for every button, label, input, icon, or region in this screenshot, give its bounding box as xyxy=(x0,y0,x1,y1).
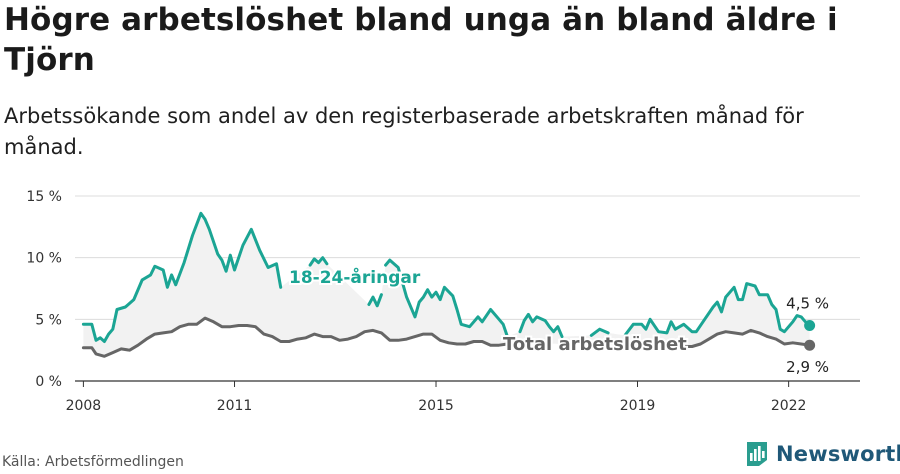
series-line-youth xyxy=(367,293,383,308)
series-label-total: Total arbetslöshet xyxy=(503,334,687,355)
series-line-youth xyxy=(589,327,610,337)
series-end-dot-total xyxy=(804,339,816,351)
x-tick-label: 2011 xyxy=(217,398,253,414)
series-line-youth xyxy=(308,256,329,267)
series-line-youth xyxy=(518,312,564,339)
source-note: Källa: Arbetsförmedlingen xyxy=(2,454,184,470)
y-tick-label: 0 % xyxy=(35,374,62,390)
chart-title: Högre arbetslöshet bland unga än bland ä… xyxy=(4,2,838,78)
y-tick-label: 15 % xyxy=(26,189,62,205)
x-tick-label: 2008 xyxy=(66,398,102,414)
series-line-youth xyxy=(81,211,283,343)
series-label-youth: 18-24-åringar xyxy=(289,266,421,288)
end-value-label-total: 2,9 % xyxy=(786,358,829,376)
series-line-youth xyxy=(623,282,812,337)
x-tick-label: 2015 xyxy=(418,398,454,414)
x-tick-label: 2019 xyxy=(620,398,656,414)
series-line-total xyxy=(81,316,518,358)
brand-name: Newsworthy xyxy=(776,442,900,466)
chart-subtitle: Arbetssökande som andel av den registerb… xyxy=(4,104,804,159)
y-tick-label: 5 % xyxy=(35,312,62,328)
series-end-dot-youth xyxy=(804,320,816,331)
newsworthy-logo-icon xyxy=(747,442,767,466)
series-gap-band xyxy=(83,213,810,357)
end-value-label-youth: 4,5 % xyxy=(786,295,829,313)
y-tick-label: 10 % xyxy=(26,251,62,267)
x-tick-label: 2022 xyxy=(771,398,807,414)
series-line-youth xyxy=(384,258,509,339)
series-line-total xyxy=(665,328,812,348)
brand-logo[interactable]: Newsworthy xyxy=(745,440,900,468)
